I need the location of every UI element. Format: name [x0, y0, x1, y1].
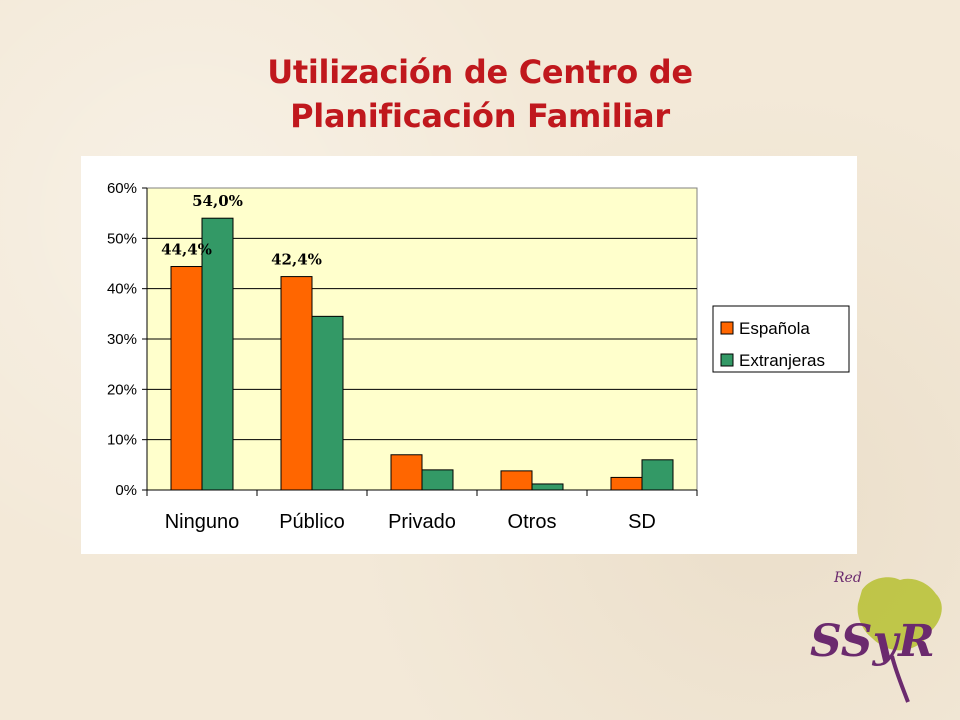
x-tick-label: SD [628, 511, 656, 533]
bar [170, 266, 203, 491]
chart-area: 0% 10% 20% 30% 40% 50% 60% Ninguno Público Privad… [81, 156, 857, 554]
x-tick-label: Otros [508, 511, 557, 533]
bar [201, 217, 234, 491]
y-tick-label: 0% [115, 482, 137, 499]
data-label: 54,0% [192, 192, 243, 210]
data-label: 44,4% [161, 241, 212, 259]
legend-label: Española [739, 319, 810, 338]
bar [531, 483, 564, 491]
bar [610, 476, 643, 491]
y-tick-label: 60% [107, 180, 137, 197]
legend-label: Extranjeras [739, 351, 825, 370]
y-tick-label: 30% [107, 331, 137, 348]
slide-title: Utilización de Centro de Planificación F… [0, 50, 960, 138]
bar [641, 459, 674, 491]
bar [280, 276, 313, 491]
bar-chart: 0% 10% 20% 30% 40% 50% 60% Ninguno Público Privad… [107, 180, 850, 533]
legend [712, 305, 850, 373]
title-line-1: Utilización de Centro de [267, 53, 693, 91]
legend-swatch [720, 321, 734, 335]
y-tick-label: 10% [107, 432, 137, 449]
bar [500, 470, 533, 491]
x-tick-label: Privado [388, 511, 456, 533]
logo-swash [890, 655, 910, 703]
x-tick-label: Público [279, 511, 345, 533]
x-tick-label: Ninguno [165, 511, 240, 533]
title-line-2: Planificación Familiar [290, 97, 670, 135]
logo-map-shape [857, 577, 942, 651]
y-tick-label: 40% [107, 281, 137, 298]
y-tick-label: 50% [107, 230, 137, 247]
red-ssyr-logo: Red SSyR [810, 570, 942, 703]
bar [421, 469, 454, 491]
logo-small-text: Red [833, 570, 862, 586]
bar [311, 315, 344, 491]
legend-swatch [720, 353, 734, 367]
logo-main-text: SSyR [810, 616, 935, 667]
data-label: 42,4% [271, 251, 322, 269]
y-tick-label: 20% [107, 381, 137, 398]
bar [390, 454, 423, 491]
